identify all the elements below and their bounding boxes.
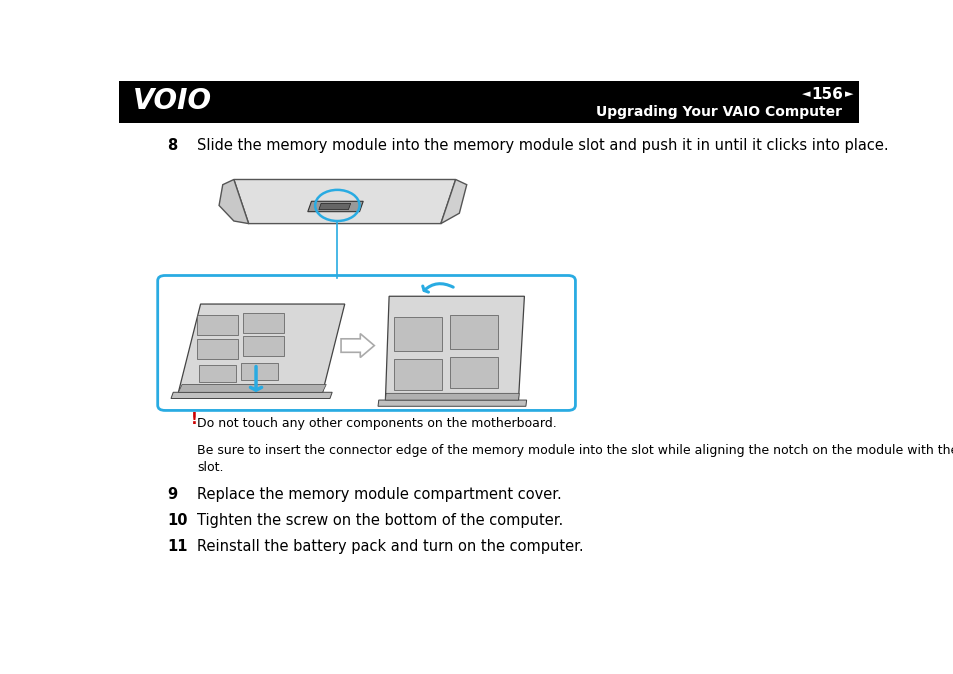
Bar	[449, 357, 497, 388]
Polygon shape	[219, 179, 249, 224]
Polygon shape	[171, 392, 332, 398]
Text: Slide the memory module into the memory module slot and push it in until it clic: Slide the memory module into the memory …	[196, 138, 887, 153]
Bar	[199, 365, 235, 382]
Polygon shape	[178, 384, 326, 392]
Polygon shape	[308, 202, 363, 212]
Polygon shape	[385, 394, 518, 400]
Bar	[241, 363, 278, 380]
Bar	[196, 339, 237, 359]
Polygon shape	[341, 334, 374, 357]
Text: ►: ►	[843, 90, 852, 100]
Polygon shape	[440, 179, 466, 224]
Bar	[243, 313, 284, 332]
Text: 9: 9	[167, 487, 177, 501]
Bar	[196, 315, 237, 335]
Bar	[449, 315, 497, 349]
Text: ◄: ◄	[801, 90, 809, 100]
Text: !: !	[191, 412, 197, 427]
Text: 10: 10	[167, 513, 188, 528]
Bar	[119, 81, 858, 123]
Text: VΟIO: VΟIO	[132, 88, 212, 115]
Polygon shape	[318, 204, 351, 210]
FancyBboxPatch shape	[157, 276, 575, 410]
Text: Do not touch any other components on the motherboard.: Do not touch any other components on the…	[196, 417, 556, 430]
Polygon shape	[385, 297, 524, 400]
Text: 11: 11	[167, 539, 188, 553]
Polygon shape	[233, 179, 456, 224]
Bar	[394, 359, 442, 390]
Text: Be sure to insert the connector edge of the memory module into the slot while al: Be sure to insert the connector edge of …	[196, 444, 953, 474]
Text: Replace the memory module compartment cover.: Replace the memory module compartment co…	[196, 487, 561, 501]
Text: 156: 156	[811, 87, 842, 102]
Bar	[243, 336, 284, 356]
Polygon shape	[178, 304, 344, 392]
Polygon shape	[377, 400, 526, 406]
Bar	[394, 317, 442, 350]
Text: 8: 8	[167, 138, 177, 153]
Text: Reinstall the battery pack and turn on the computer.: Reinstall the battery pack and turn on t…	[196, 539, 583, 553]
Text: Tighten the screw on the bottom of the computer.: Tighten the screw on the bottom of the c…	[196, 513, 562, 528]
Text: Upgrading Your VAIO Computer: Upgrading Your VAIO Computer	[596, 104, 841, 119]
